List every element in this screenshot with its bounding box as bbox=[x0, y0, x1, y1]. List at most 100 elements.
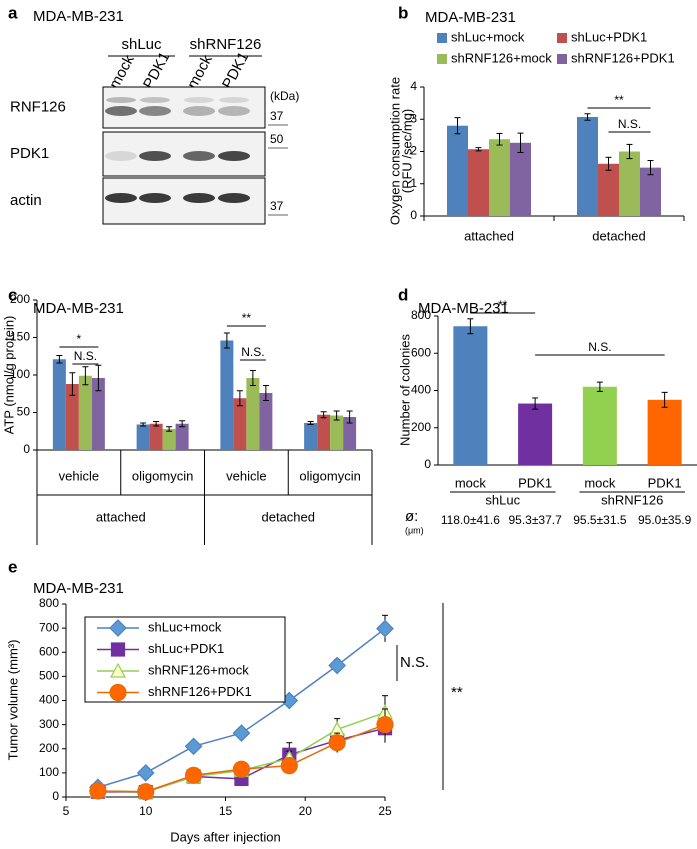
y-tick-label: 2 bbox=[410, 144, 417, 158]
y-tick-label: 0 bbox=[52, 789, 59, 803]
marker bbox=[328, 734, 346, 752]
marker bbox=[232, 724, 251, 742]
bar bbox=[304, 423, 318, 450]
panel-title: MDA-MB-231 bbox=[418, 300, 509, 317]
y-tick-label: 200 bbox=[10, 292, 30, 306]
y-tick-label: 400 bbox=[39, 693, 59, 707]
diameter-value: 118.0±41.6 bbox=[441, 513, 500, 527]
legend-label: shLuc+mock bbox=[451, 29, 525, 44]
significance-label: N.S. bbox=[74, 349, 97, 363]
blot-band bbox=[218, 193, 250, 203]
y-tick-label: 800 bbox=[39, 596, 59, 610]
y-tick-label: 150 bbox=[10, 330, 30, 344]
y-tick-label: 3 bbox=[410, 111, 417, 125]
blot-band bbox=[183, 151, 215, 161]
bar bbox=[91, 378, 105, 450]
legend-marker bbox=[109, 619, 127, 637]
blot-band bbox=[218, 106, 250, 116]
y-tick-label: 500 bbox=[39, 669, 59, 683]
x-tick-label: PDK1 bbox=[518, 475, 552, 490]
x-tick-label: PDK1 bbox=[648, 475, 682, 490]
bar bbox=[518, 403, 553, 465]
bar bbox=[259, 393, 273, 450]
significance-label: N.S. bbox=[241, 345, 264, 359]
bar bbox=[233, 398, 247, 450]
y-tick-label: 0 bbox=[410, 208, 417, 222]
size-marker: 37 bbox=[270, 109, 284, 123]
blot-band bbox=[184, 97, 214, 103]
panel-label: d bbox=[398, 285, 408, 304]
significance-label: ** bbox=[498, 298, 508, 312]
panel-label: e bbox=[8, 557, 17, 576]
marker bbox=[137, 783, 155, 801]
group-label: detached bbox=[262, 509, 316, 524]
diameter-unit: (μm) bbox=[405, 525, 424, 535]
x-tick-label: 15 bbox=[219, 804, 233, 818]
legend-label: shRNF126+PDK1 bbox=[148, 684, 252, 699]
y-tick-label: 50 bbox=[17, 405, 31, 419]
x-tick-label: 20 bbox=[299, 804, 313, 818]
x-tick-label: attached bbox=[464, 228, 514, 243]
bar bbox=[582, 386, 617, 465]
bar bbox=[510, 142, 531, 216]
x-tick-label: 10 bbox=[139, 804, 153, 818]
marker bbox=[136, 764, 155, 782]
panel-label: c bbox=[8, 285, 17, 304]
x-tick-label: mock bbox=[455, 475, 487, 490]
bar bbox=[453, 326, 488, 465]
x-tick-label: vehicle bbox=[226, 468, 266, 483]
marker bbox=[184, 737, 203, 756]
y-tick-label: 700 bbox=[39, 620, 59, 634]
x-tick-label: oligomycin bbox=[132, 468, 193, 483]
x-tick-label: vehicle bbox=[59, 468, 99, 483]
legend-marker bbox=[109, 683, 127, 702]
lane-label: mock bbox=[106, 52, 138, 92]
panel-title: MDA-MB-231 bbox=[33, 300, 124, 317]
row-label: RNF126 bbox=[10, 98, 66, 115]
legend-label: shLuc+mock bbox=[148, 619, 222, 634]
bar bbox=[65, 384, 79, 450]
bar bbox=[343, 417, 357, 450]
row-label: actin bbox=[10, 192, 42, 209]
significance-label: N.S. bbox=[618, 117, 641, 131]
bar bbox=[162, 429, 176, 450]
lane-label: mock bbox=[184, 52, 216, 92]
legend-marker bbox=[110, 642, 126, 657]
y-tick-label: 1 bbox=[410, 176, 417, 190]
panel-title: MDA-MB-231 bbox=[425, 9, 516, 26]
blot-band bbox=[219, 97, 249, 103]
significance-label: ** bbox=[614, 93, 624, 107]
size-marker: 50 bbox=[270, 132, 284, 146]
y-tick-label: 0 bbox=[23, 442, 30, 456]
marker bbox=[232, 760, 251, 778]
y-tick-label: 800 bbox=[411, 308, 431, 322]
significance-label: ** bbox=[242, 311, 252, 325]
bar bbox=[598, 163, 619, 216]
y-axis-label: Tumor volume (mm³) bbox=[5, 640, 20, 761]
blot-band bbox=[139, 106, 171, 116]
bar bbox=[489, 139, 510, 216]
legend-label: shLuc+PDK1 bbox=[571, 29, 647, 44]
y-axis-label: Oxygen consumption rate bbox=[387, 77, 402, 225]
group-label: shLuc bbox=[121, 36, 162, 53]
size-marker: 37 bbox=[270, 199, 284, 213]
group-label: shRNF126 bbox=[601, 492, 663, 507]
panel-title: MDA-MB-231 bbox=[33, 8, 124, 25]
bar bbox=[78, 375, 92, 450]
bar bbox=[220, 340, 234, 450]
y-tick-label: 0 bbox=[424, 457, 431, 471]
bar bbox=[468, 149, 489, 216]
bar bbox=[175, 423, 189, 450]
blot-band bbox=[183, 193, 215, 203]
bar bbox=[136, 424, 150, 450]
y-tick-label: 200 bbox=[411, 420, 431, 434]
y-tick-label: 300 bbox=[39, 717, 59, 731]
bar bbox=[577, 116, 598, 216]
y-tick-label: 400 bbox=[411, 383, 431, 397]
bar bbox=[640, 167, 661, 216]
x-tick-label: 5 bbox=[63, 804, 70, 818]
marker bbox=[376, 619, 394, 638]
bar bbox=[149, 423, 163, 450]
row-label: PDK1 bbox=[10, 145, 49, 162]
